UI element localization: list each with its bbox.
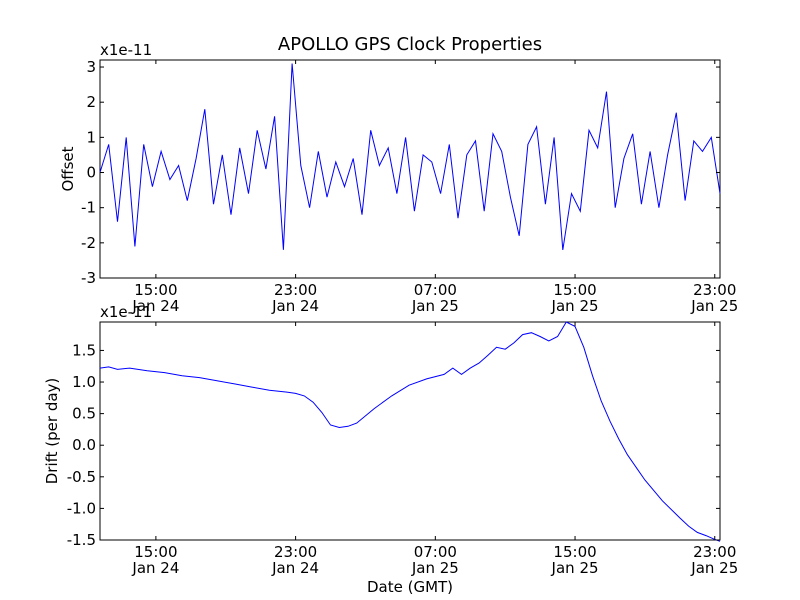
drift-y-tick-label: -0.5 xyxy=(67,468,96,486)
drift-x-tick-date-label: Jan 25 xyxy=(690,559,738,577)
drift-x-tick-date-label: Jan 25 xyxy=(411,559,459,577)
x-axis-label: Date (GMT) xyxy=(367,578,453,596)
drift-x-tick-time-label: 15:00 xyxy=(134,543,177,561)
drift-x-tick-time-label: 15:00 xyxy=(553,543,596,561)
offset-x-tick-time-label: 15:00 xyxy=(553,281,596,299)
offset-multiplier-label: x1e-11 xyxy=(100,41,152,59)
offset-y-tick-label: 3 xyxy=(86,58,96,76)
offset-x-tick-time-label: 07:00 xyxy=(414,281,457,299)
drift-y-tick-label: -1.5 xyxy=(67,531,96,549)
offset-series-line xyxy=(99,63,721,250)
offset-y-tick-label: -3 xyxy=(81,269,96,287)
drift-y-tick-label: 0.5 xyxy=(72,405,96,423)
offset-y-tick-label: 0 xyxy=(86,164,96,182)
offset-x-tick-date-label: Jan 25 xyxy=(411,297,459,315)
offset-x-tick-date-label: Jan 25 xyxy=(551,297,599,315)
drift-x-tick-time-label: 23:00 xyxy=(693,543,736,561)
offset-y-tick-label: 1 xyxy=(86,128,96,146)
drift-y-tick-label: 1.0 xyxy=(72,373,96,391)
drift-x-tick-time-label: 23:00 xyxy=(274,543,317,561)
drift-y-tick-label: -1.0 xyxy=(67,499,96,517)
offset-y-tick-label: 2 xyxy=(86,93,96,111)
offset-x-tick-date-label: Jan 24 xyxy=(131,297,179,315)
offset-y-tick-label: -2 xyxy=(81,234,96,252)
drift-multiplier-label: x1e-11 xyxy=(100,303,152,321)
offset-x-tick-date-label: Jan 25 xyxy=(690,297,738,315)
offset-x-tick-time-label: 15:00 xyxy=(134,281,177,299)
drift-axis-label: Drift (per day) xyxy=(43,378,61,485)
chart-title: APOLLO GPS Clock Properties xyxy=(278,34,542,55)
offset-plot-area xyxy=(99,59,721,279)
offset-x-tick-time-label: 23:00 xyxy=(274,281,317,299)
drift-x-tick-time-label: 07:00 xyxy=(414,543,457,561)
drift-y-tick-label: 1.5 xyxy=(72,341,96,359)
drift-series-line xyxy=(99,321,721,542)
drift-x-tick-date-label: Jan 25 xyxy=(551,559,599,577)
offset-x-tick-date-label: Jan 24 xyxy=(271,297,319,315)
drift-x-tick-date-label: Jan 24 xyxy=(271,559,319,577)
drift-plot-area xyxy=(99,321,721,541)
drift-y-tick-label: 0.0 xyxy=(72,436,96,454)
drift-x-tick-date-label: Jan 24 xyxy=(131,559,179,577)
offset-y-tick-label: -1 xyxy=(81,199,96,217)
offset-x-tick-time-label: 23:00 xyxy=(693,281,736,299)
offset-axis-label: Offset xyxy=(59,146,77,191)
